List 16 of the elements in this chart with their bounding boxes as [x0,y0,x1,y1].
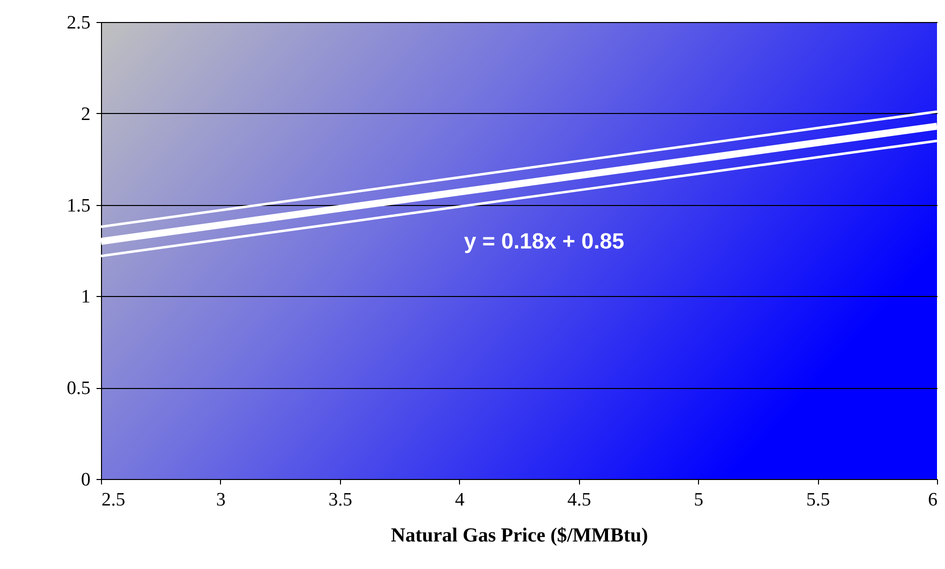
x-tick-label: 2.5 [102,490,126,510]
x-tick-label: 5.5 [806,490,830,510]
y-tick-label: 2.5 [66,12,90,34]
y-tick-label: 1 [81,286,90,308]
x-axis-title: Natural Gas Price ($/MMBtu) [390,524,648,546]
y-tick-label: 1.5 [66,195,90,216]
annotation: y = 0.18x + 0.85 [464,228,624,254]
x-tick-label: 3.5 [328,490,352,510]
x-tick-label: 3 [216,490,226,510]
x-tick-label: 5 [694,490,704,510]
y-tick-label: 2 [81,104,90,125]
y-tick-label: 0 [81,470,90,490]
x-tick-label: 4 [455,490,466,510]
y-tick-label: 0.5 [66,378,90,400]
x-tick-label: 4.5 [567,490,592,510]
x-tick-label: 6 [928,490,938,510]
